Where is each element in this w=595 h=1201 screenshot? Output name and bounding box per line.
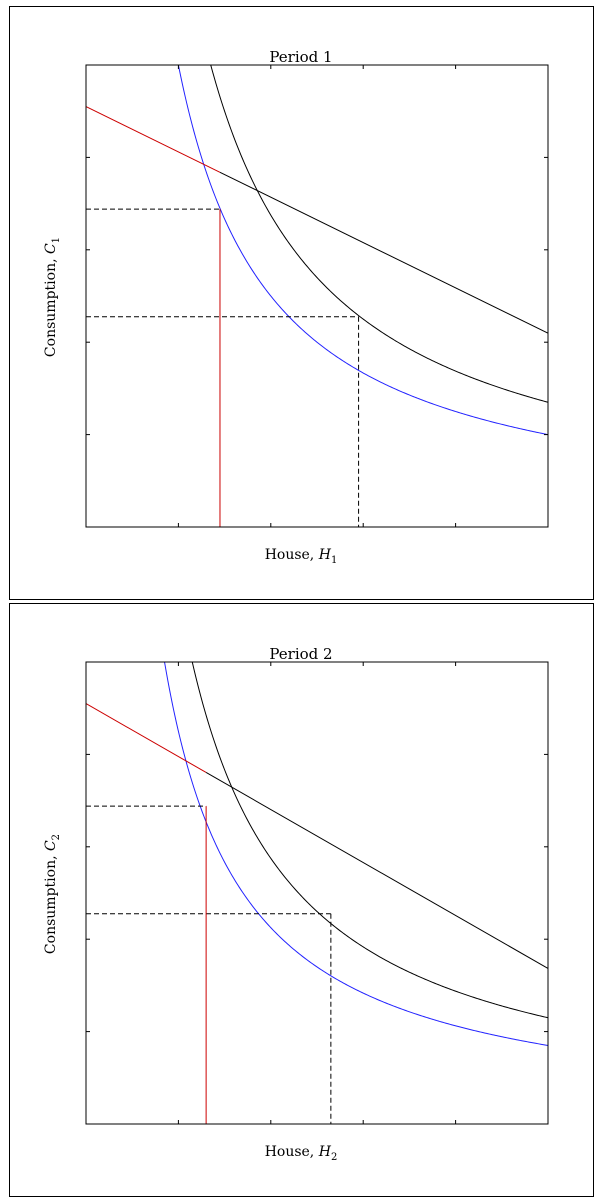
plot-frame bbox=[85, 661, 549, 1125]
curves-group bbox=[86, 65, 548, 436]
y-axis-label-text: Consumption, bbox=[43, 851, 59, 954]
period-1-chart: Period 1 House, H1 Consumption, C1 bbox=[43, 48, 549, 566]
indifference-curve-low bbox=[164, 662, 548, 1046]
y-axis-label: Consumption, C1 bbox=[43, 237, 62, 357]
period-1-panel: Period 1 House, H1 Consumption, C1 bbox=[9, 6, 594, 600]
x-axis-label: House, H2 bbox=[265, 1144, 338, 1163]
period-2-panel: Period 2 House, H2 Consumption, C2 bbox=[9, 603, 594, 1197]
x-axis-label-text: House, bbox=[265, 1144, 319, 1160]
y-axis-label-sub: 2 bbox=[51, 834, 62, 840]
y-axis-label: Consumption, C2 bbox=[43, 834, 62, 954]
budget-line bbox=[205, 772, 548, 969]
indifference-curve-high bbox=[210, 65, 548, 403]
chart-title: Period 1 bbox=[269, 48, 332, 66]
y-axis-label-text: Consumption, bbox=[43, 254, 59, 357]
plot-area bbox=[85, 661, 549, 1125]
x-axis-label-sub: 1 bbox=[331, 555, 337, 566]
chart-title: Period 2 bbox=[269, 645, 332, 663]
y-axis-label-var: C bbox=[43, 840, 59, 851]
indifference-curve-low bbox=[177, 65, 548, 436]
y-axis-label-sub: 1 bbox=[51, 237, 62, 243]
x-axis-label-var: H bbox=[318, 547, 332, 563]
period-2-chart: Period 2 House, H2 Consumption, C2 bbox=[43, 645, 549, 1163]
budget-line bbox=[219, 171, 548, 334]
x-axis-label-var: H bbox=[318, 1144, 332, 1160]
x-axis-label-text: House, bbox=[265, 547, 319, 563]
x-axis-label: House, H1 bbox=[265, 547, 338, 566]
curves-group bbox=[86, 662, 548, 1046]
budget-line-constrained bbox=[86, 703, 207, 773]
budget-line-constrained bbox=[86, 106, 221, 173]
indifference-curve-high bbox=[191, 662, 548, 1019]
y-axis-label-var: C bbox=[43, 243, 59, 254]
plot-area bbox=[85, 64, 549, 528]
x-axis-label-sub: 2 bbox=[331, 1152, 337, 1163]
plot-frame bbox=[85, 64, 549, 528]
